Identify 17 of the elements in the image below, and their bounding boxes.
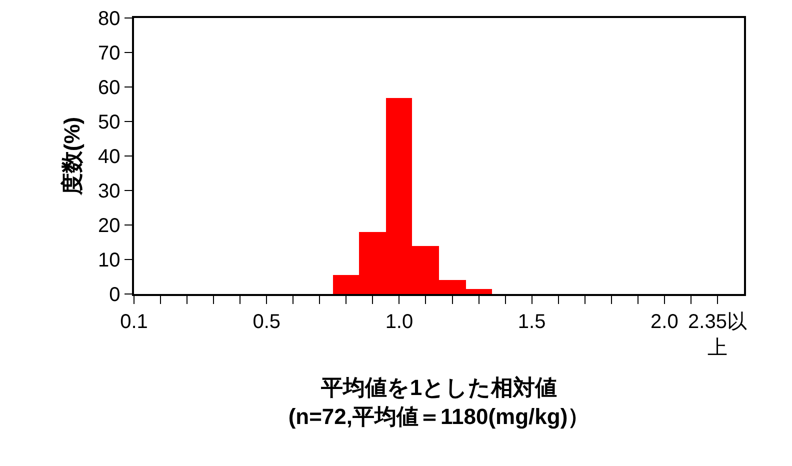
x-tick-label: 2.35以上 [688,310,747,359]
y-tick-label: 80 [98,8,120,30]
y-tick-label: 10 [98,250,120,272]
x-tick-label: 1.5 [518,310,546,333]
y-tick-label: 20 [98,215,120,237]
x-tick-label: 0.5 [252,310,281,333]
y-tick-label: 50 [98,112,120,134]
x-tick-label: 0.1 [120,310,148,333]
y-tick-label: 70 [98,42,120,64]
y-axis-title: 度数(%) [59,116,84,196]
x-axis-title: 平均値を1とした相対値 (n=72,平均値＝1180(mg/kg)） [288,375,590,429]
y-tick-label: 40 [98,146,120,168]
x-tick-label: 1.0 [385,310,414,333]
y-tick-label: 60 [98,77,120,99]
x-tick-label: 2.0 [650,310,678,333]
y-tick-label: 0 [109,284,120,306]
y-tick-label: 30 [98,180,120,202]
